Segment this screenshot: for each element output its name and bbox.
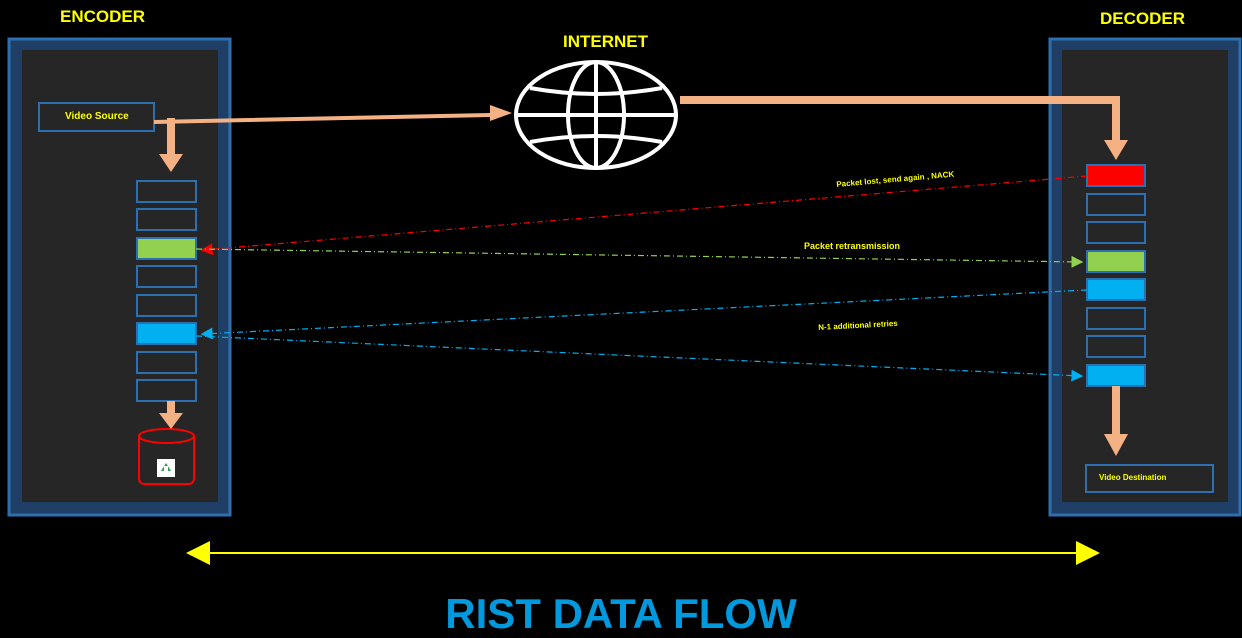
encoder-slot [136, 265, 197, 288]
retransmission-label: Packet retransmission [804, 241, 901, 251]
retry-response-arrow [195, 335, 1084, 382]
video-destination-label: Video Destination [1099, 473, 1167, 482]
main-flow [154, 96, 1128, 456]
encoder-slot [136, 351, 197, 374]
decoder-slot [1086, 335, 1146, 358]
internet-title: INTERNET [563, 32, 648, 51]
encoder-slot [136, 180, 197, 203]
decoder-title: DECODER [1100, 9, 1186, 28]
encoder-buffer [136, 180, 197, 402]
decoder-slot [1086, 307, 1146, 330]
decoder-slot [1086, 193, 1146, 216]
encoder-slot [136, 379, 197, 402]
decoder-panel [1048, 37, 1242, 517]
recycle-bin-icon [138, 428, 195, 485]
video-source-box [38, 102, 155, 132]
decoder-slot-lost [1086, 164, 1146, 187]
decoder-buffer [1086, 164, 1146, 387]
encoder-slot [136, 208, 197, 231]
decoder-slot-retry [1086, 278, 1146, 301]
encoder-slot-retry [136, 322, 197, 345]
retry-request-arrow [200, 289, 1088, 340]
globe-icon [514, 60, 678, 170]
video-destination-box [1085, 464, 1214, 493]
video-source-label: Video Source [65, 111, 129, 122]
decoder-slot-retransmit [1086, 250, 1146, 273]
decoder-slot [1086, 221, 1146, 244]
retransmission-arrow [195, 248, 1084, 268]
footer-title: RIST DATA FLOW [445, 590, 797, 637]
encoder-slot [136, 294, 197, 317]
decoder-slot-retry [1086, 364, 1146, 387]
nack-arrow [200, 175, 1088, 256]
encoder-title: ENCODER [60, 7, 146, 26]
encoder-slot-retransmit [136, 237, 197, 260]
encoder-panel [7, 37, 232, 517]
